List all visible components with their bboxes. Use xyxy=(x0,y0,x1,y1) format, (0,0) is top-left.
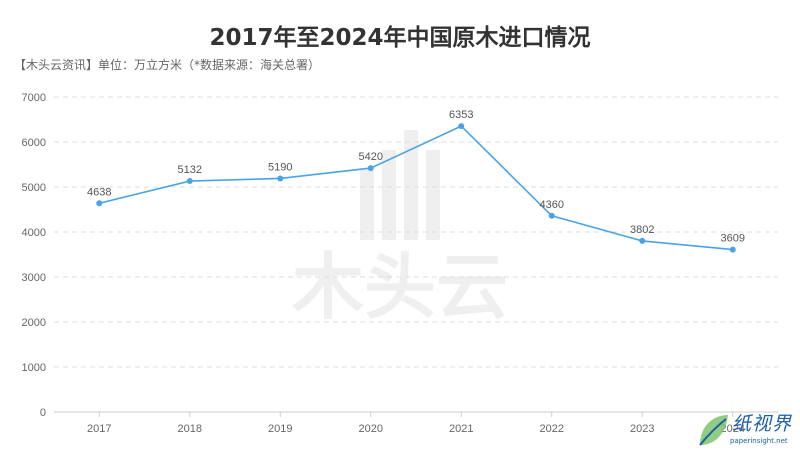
data-label: 4360 xyxy=(540,199,564,211)
y-tick-label: 1000 xyxy=(22,362,46,374)
x-axis-ticks: 2017 2018 2019 2020 2021 2022 2023 2024 xyxy=(87,412,745,435)
data-labels: 4638 5132 5190 5420 6353 4360 3802 3609 xyxy=(87,109,745,244)
x-tick-label: 2022 xyxy=(540,423,564,435)
data-point xyxy=(548,212,555,219)
data-label: 3609 xyxy=(721,233,745,245)
x-tick-label: 2021 xyxy=(449,423,473,435)
center-watermark-text: 木头云 xyxy=(292,245,508,329)
data-point xyxy=(367,165,374,172)
data-point xyxy=(639,237,646,244)
x-tick-label: 2023 xyxy=(630,423,654,435)
y-tick-label: 6000 xyxy=(22,137,46,149)
chart-title: 2017年至2024年中国原木进口情况 xyxy=(209,25,591,51)
y-tick-label: 5000 xyxy=(22,182,46,194)
leaf-logo-icon xyxy=(699,415,728,446)
y-tick-label: 0 xyxy=(40,407,46,419)
data-label: 5132 xyxy=(178,164,202,176)
series-line xyxy=(99,125,733,251)
x-tick-label: 2019 xyxy=(268,423,292,435)
y-tick-label: 7000 xyxy=(22,92,46,104)
data-label: 5420 xyxy=(359,151,383,163)
data-point xyxy=(96,200,103,207)
chart-subtitle: 【木头云资讯】单位：万立方米（*数据来源：海关总署） xyxy=(14,58,321,72)
data-point xyxy=(277,175,284,182)
x-tick-label: 2020 xyxy=(359,423,383,435)
y-tick-label: 3000 xyxy=(22,272,46,284)
y-tick-label: 2000 xyxy=(22,317,46,329)
data-points xyxy=(96,123,736,253)
x-tick-label: 2024 xyxy=(721,423,745,435)
corner-watermark-url: paperinsight.net xyxy=(730,437,788,445)
data-label: 5190 xyxy=(268,161,292,173)
data-point xyxy=(186,178,193,185)
y-tick-label: 4000 xyxy=(22,227,46,239)
x-tick-label: 2018 xyxy=(178,423,202,435)
center-watermark-logo: 木头云 xyxy=(292,130,508,329)
data-label: 6353 xyxy=(449,109,473,121)
data-label: 3802 xyxy=(630,224,654,236)
data-point xyxy=(458,123,465,130)
x-tick-label: 2017 xyxy=(87,423,111,435)
series-line-group xyxy=(99,125,733,251)
y-axis-ticks: 0 1000 2000 3000 4000 5000 6000 7000 xyxy=(22,92,46,419)
corner-watermark-text: 纸视界 xyxy=(732,413,793,435)
data-point xyxy=(729,246,736,253)
corner-watermark: 纸视界 paperinsight.net xyxy=(696,407,796,457)
grid-lines xyxy=(54,96,778,413)
data-label: 4638 xyxy=(87,186,111,198)
